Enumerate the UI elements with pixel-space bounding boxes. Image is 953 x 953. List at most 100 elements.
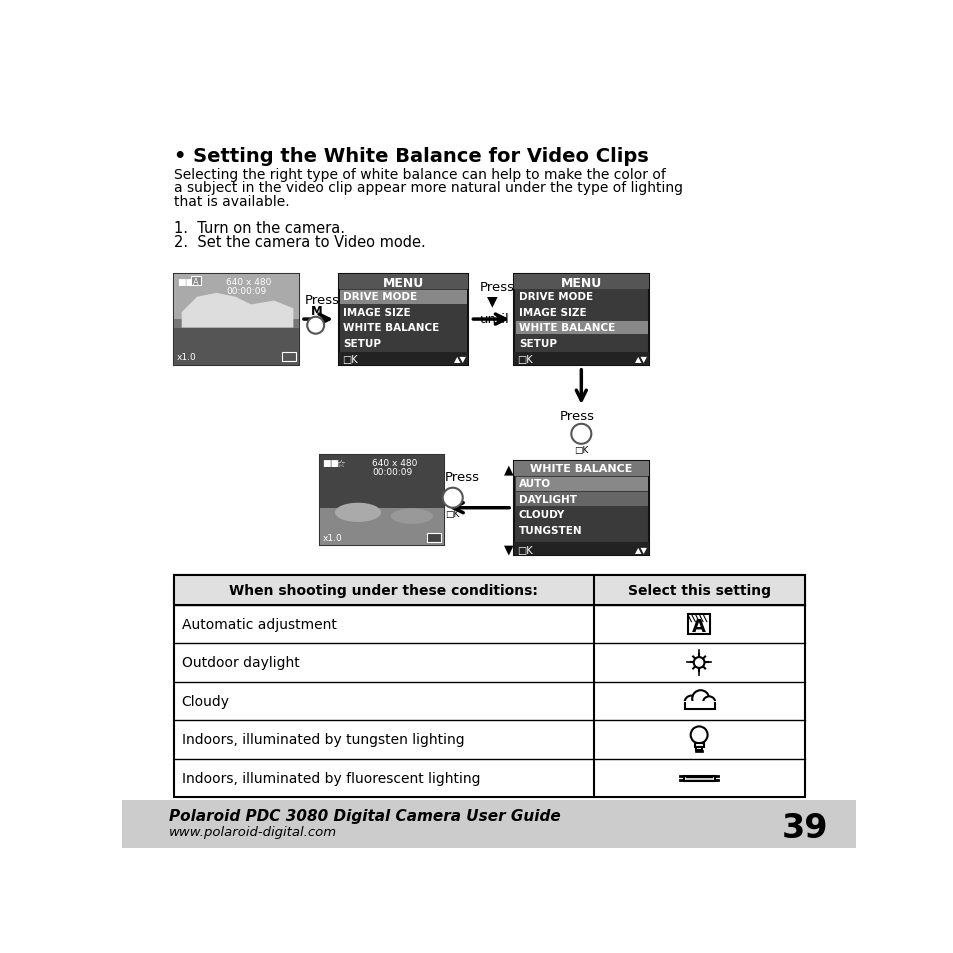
Bar [514, 353, 648, 365]
Text: When shooting under these conditions:: When shooting under these conditions: [229, 583, 537, 598]
Text: SETUP: SETUP [343, 338, 381, 348]
Bar [319, 508, 444, 546]
Text: Automatic adjustment: Automatic adjustment [181, 618, 336, 631]
Text: Press: Press [444, 471, 479, 483]
Text: □K: □K [517, 545, 533, 555]
Bar [173, 274, 298, 320]
Bar [695, 750, 702, 752]
Text: □K: □K [341, 355, 357, 365]
Text: 39: 39 [781, 811, 828, 844]
Text: WHITE BALANCE: WHITE BALANCE [343, 323, 439, 333]
Text: MENU: MENU [382, 276, 424, 290]
Text: 640 x 480: 640 x 480 [372, 458, 416, 467]
Text: x1.0: x1.0 [322, 534, 342, 542]
Bar [514, 274, 648, 365]
Bar [683, 776, 714, 781]
Text: AUTO: AUTO [518, 479, 551, 489]
Text: until: until [479, 313, 509, 326]
Bar [696, 747, 701, 750]
Text: www.polaroid-digital.com: www.polaroid-digital.com [170, 825, 337, 838]
Text: CLOUDY: CLOUDY [518, 510, 565, 519]
Text: Outdoor daylight: Outdoor daylight [181, 656, 299, 670]
Text: Press: Press [305, 294, 339, 307]
Bar [427, 534, 440, 543]
Text: ▲▼: ▲▼ [454, 355, 467, 364]
Bar [681, 701, 720, 713]
Text: IMAGE SIZE: IMAGE SIZE [343, 308, 411, 317]
Text: □K: □K [445, 510, 459, 518]
Text: ▲▼: ▲▼ [635, 545, 647, 554]
Bar [122, 801, 856, 848]
Text: MENU: MENU [560, 276, 601, 290]
Bar [173, 328, 298, 365]
Text: Indoors, illuminated by fluorescent lighting: Indoors, illuminated by fluorescent ligh… [181, 771, 479, 785]
Circle shape [307, 317, 324, 335]
Text: • Setting the White Balance for Video Clips: • Setting the White Balance for Video Cl… [173, 147, 648, 166]
Text: 640 x 480: 640 x 480 [226, 277, 272, 287]
Bar [338, 353, 468, 365]
Bar [173, 320, 298, 365]
Text: a subject in the video clip appear more natural under the type of lighting: a subject in the video clip appear more … [173, 181, 682, 195]
Text: SETUP: SETUP [518, 338, 557, 348]
Ellipse shape [335, 503, 381, 522]
Text: that is available.: that is available. [173, 194, 290, 209]
Text: x1.0: x1.0 [177, 353, 196, 362]
Bar [516, 321, 647, 335]
Bar [173, 576, 804, 798]
Bar [514, 543, 648, 555]
Text: 2.  Set the camera to Video mode.: 2. Set the camera to Video mode. [173, 234, 425, 250]
Text: Press: Press [559, 410, 594, 423]
Bar [319, 456, 444, 546]
Text: A: A [692, 617, 705, 635]
Text: DAYLIGHT: DAYLIGHT [518, 495, 577, 504]
Text: ▼: ▼ [503, 543, 513, 556]
Bar [340, 291, 466, 304]
Bar [514, 274, 648, 290]
Polygon shape [181, 294, 293, 328]
Text: IMAGE SIZE: IMAGE SIZE [518, 308, 586, 317]
Text: 00:00:09: 00:00:09 [372, 467, 412, 476]
Text: ☆: ☆ [336, 458, 345, 468]
Text: WHITE BALANCE: WHITE BALANCE [530, 463, 632, 474]
Ellipse shape [391, 509, 433, 524]
Text: Press: Press [479, 280, 515, 294]
Text: Indoors, illuminated by tungsten lighting: Indoors, illuminated by tungsten lightin… [181, 733, 464, 747]
Circle shape [442, 488, 462, 508]
Circle shape [702, 697, 715, 709]
Circle shape [571, 424, 591, 444]
Circle shape [684, 696, 698, 710]
Text: 1.  Turn on the camera.: 1. Turn on the camera. [173, 220, 345, 235]
Text: ▲: ▲ [503, 463, 513, 476]
Circle shape [693, 658, 703, 668]
Text: Cloudy: Cloudy [181, 695, 230, 708]
Text: □K: □K [574, 446, 588, 455]
Bar [319, 456, 444, 508]
Text: □K: □K [517, 355, 533, 365]
Bar [694, 743, 703, 747]
Text: M: M [311, 305, 322, 318]
Text: WHITE BALANCE: WHITE BALANCE [518, 323, 615, 333]
Circle shape [690, 726, 707, 743]
Text: Polaroid PDC 3080 Digital Camera User Guide: Polaroid PDC 3080 Digital Camera User Gu… [170, 808, 560, 823]
Bar [338, 274, 468, 290]
Text: A: A [193, 277, 198, 287]
Text: Selecting the right type of white balance can help to make the color of: Selecting the right type of white balanc… [173, 168, 665, 182]
Bar [338, 274, 468, 365]
Text: ▼: ▼ [487, 294, 497, 309]
Bar [516, 493, 647, 507]
Text: DRIVE MODE: DRIVE MODE [343, 292, 417, 302]
Text: ■■: ■■ [177, 277, 193, 287]
Text: ▲▼: ▲▼ [635, 355, 647, 364]
Circle shape [692, 691, 708, 707]
Bar [173, 274, 298, 365]
Bar [514, 461, 648, 555]
Text: ■■: ■■ [322, 458, 339, 467]
Text: TUNGSTEN: TUNGSTEN [518, 525, 582, 535]
Bar [688, 615, 709, 635]
Bar [173, 576, 804, 605]
Bar [281, 353, 295, 362]
Text: Select this setting: Select this setting [627, 583, 770, 598]
Bar [514, 461, 648, 476]
Text: 00:00:09: 00:00:09 [226, 287, 266, 295]
Bar [191, 276, 201, 286]
